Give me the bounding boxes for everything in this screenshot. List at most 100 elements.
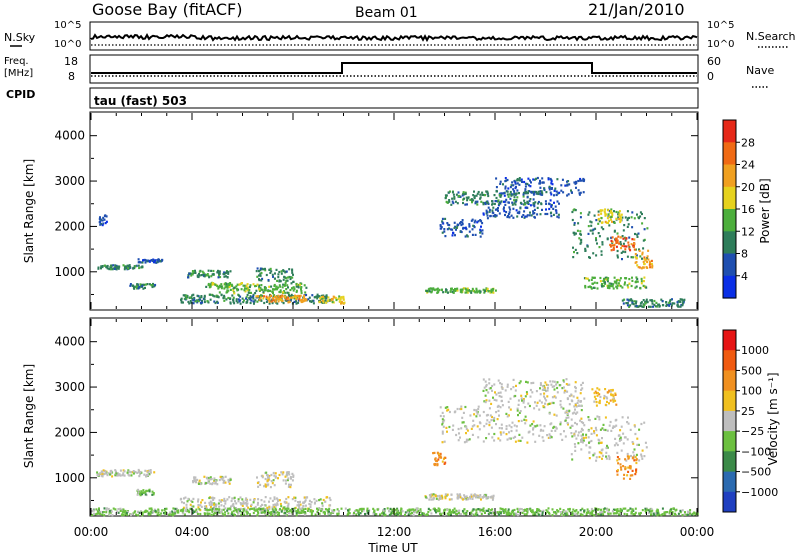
power-cell <box>653 299 656 303</box>
power-cell <box>278 297 281 300</box>
power-cell <box>102 216 105 219</box>
velocity-cell <box>273 511 276 514</box>
power-cell <box>243 287 246 290</box>
velocity-cell <box>545 389 547 393</box>
velocity-cell <box>495 511 498 514</box>
power-cell <box>135 287 138 290</box>
velocity-cell <box>619 429 622 432</box>
velocity-cell <box>595 401 598 404</box>
power-cell <box>258 295 261 298</box>
power-cell <box>277 294 280 297</box>
velocity-cell <box>543 386 546 389</box>
power-cell <box>300 282 303 285</box>
velocity-cell <box>510 426 513 429</box>
power-cell <box>621 258 623 261</box>
power-cell <box>633 300 636 303</box>
velocity-cell <box>134 470 137 474</box>
velocity-cell <box>652 512 655 515</box>
power-cell <box>552 207 555 210</box>
power-cell <box>249 284 252 287</box>
velocity-cell <box>574 408 576 411</box>
velocity-cell <box>243 513 246 516</box>
power-cell <box>292 280 295 283</box>
power-colorbar-swatch <box>723 209 736 232</box>
velocity-cell <box>611 426 614 429</box>
velocity-cell <box>619 466 622 469</box>
velocity-cell <box>448 511 451 514</box>
velocity-cell <box>484 394 487 397</box>
power-cell <box>491 288 494 291</box>
velocity-colorbar-tick-label: 500 <box>741 364 762 377</box>
velocity-cell <box>465 495 468 498</box>
power-cell <box>575 186 577 189</box>
velocity-cell <box>463 508 466 511</box>
velocity-cell <box>627 470 630 473</box>
velocity-cell <box>261 511 264 514</box>
velocity-cell <box>293 507 296 510</box>
velocity-cell <box>627 416 629 419</box>
velocity-cell <box>634 473 637 476</box>
power-cell <box>573 233 576 236</box>
power-cell <box>154 259 157 262</box>
power-cell <box>264 286 267 290</box>
velocity-cell <box>316 510 319 513</box>
velocity-cell <box>120 514 123 517</box>
velocity-cell <box>548 412 551 415</box>
power-cell <box>466 197 469 200</box>
power-cell <box>661 300 664 303</box>
power-cell <box>500 194 503 197</box>
power-cell <box>580 179 583 182</box>
power-cell <box>507 195 510 198</box>
velocity-cell <box>456 493 459 496</box>
power-cell <box>261 277 264 280</box>
power-cell <box>252 297 255 300</box>
velocity-cell <box>525 513 528 516</box>
velocity-cell <box>671 512 674 515</box>
power-cell <box>263 295 265 298</box>
velocity-cell <box>101 471 104 474</box>
velocity-cell <box>157 511 160 514</box>
power-cell <box>295 289 298 292</box>
velocity-cell <box>296 504 299 507</box>
power-cell <box>628 282 631 285</box>
velocity-cell <box>444 493 447 496</box>
velocity-cell <box>244 498 247 501</box>
velocity-cell <box>582 433 584 436</box>
velocity-cell <box>634 455 637 459</box>
power-cell <box>491 200 493 203</box>
power-cell <box>600 253 603 256</box>
power-cell <box>461 219 464 222</box>
velocity-cell <box>337 510 340 513</box>
velocity-cell <box>598 388 601 391</box>
velocity-cell <box>184 496 187 499</box>
power-cell <box>612 287 615 290</box>
velocity-cell <box>407 513 410 516</box>
velocity-cell <box>465 438 468 441</box>
velocity-cell <box>661 507 664 510</box>
velocity-cell <box>606 400 608 403</box>
power-cell <box>529 179 531 182</box>
velocity-cell <box>522 398 525 401</box>
power-cell <box>601 285 603 288</box>
power-cell <box>144 261 147 264</box>
velocity-cell <box>414 510 417 514</box>
velocity-cell <box>253 498 255 502</box>
power-cell <box>233 292 236 295</box>
power-cell <box>627 244 630 247</box>
power-cell <box>129 284 132 287</box>
power-cell <box>618 242 621 245</box>
power-cell <box>589 229 592 232</box>
velocity-cell <box>347 509 349 512</box>
velocity-cell <box>131 513 134 516</box>
velocity-cell <box>271 506 274 509</box>
velocity-cell <box>618 458 621 461</box>
power-cell <box>550 193 553 196</box>
velocity-cell <box>124 509 127 513</box>
power-cell <box>625 245 628 248</box>
power-cell <box>579 232 582 236</box>
velocity-cell <box>650 507 653 511</box>
velocity-cell <box>573 405 576 408</box>
power-cell <box>291 269 294 272</box>
velocity-cell <box>288 483 290 486</box>
power-cell <box>479 228 482 231</box>
